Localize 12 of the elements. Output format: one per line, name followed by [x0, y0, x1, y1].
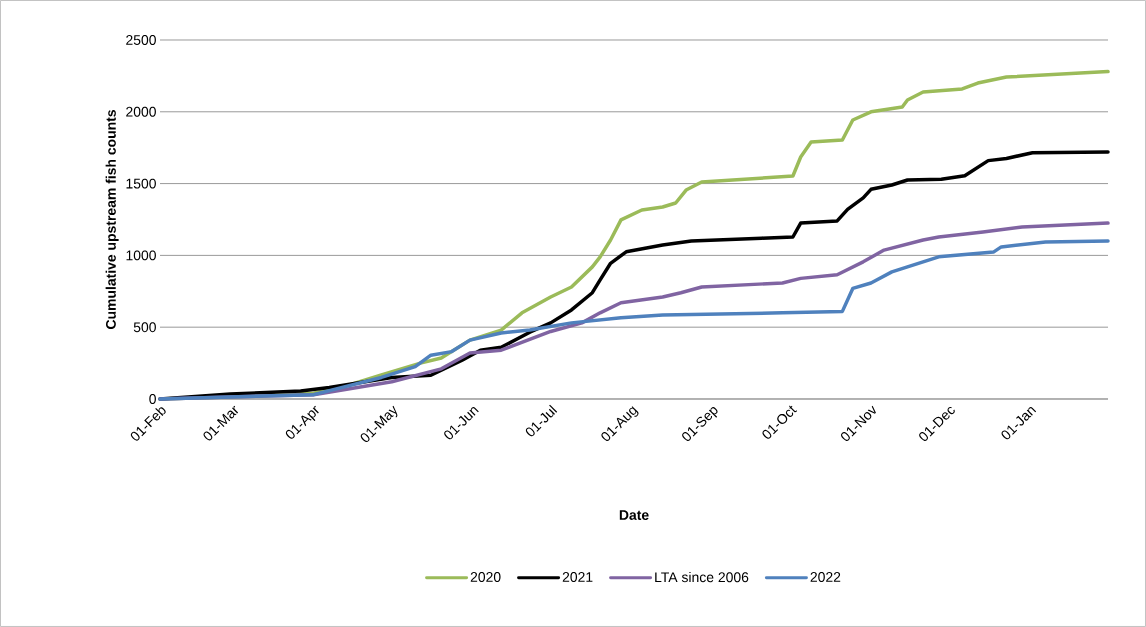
y-tick-label: 1000 — [126, 250, 156, 261]
legend-label: 2021 — [562, 572, 593, 582]
y-tick-label: 2000 — [126, 106, 156, 117]
legend-label: 2020 — [470, 572, 501, 582]
y-tick-label: 1500 — [126, 178, 156, 189]
y-tick-label: 500 — [133, 322, 156, 333]
legend-label: LTA since 2006 — [655, 571, 749, 583]
x-axis-title: Date — [619, 510, 649, 520]
y-tick-label: 0 — [149, 394, 156, 404]
legend-label: 2022 — [810, 572, 841, 582]
y-axis-title: Cumulative upstream fish counts — [105, 110, 119, 329]
y-tick-label: 2500 — [126, 35, 156, 45]
